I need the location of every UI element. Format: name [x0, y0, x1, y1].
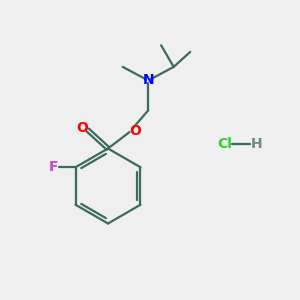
- Text: F: F: [49, 160, 59, 174]
- Text: H: H: [251, 137, 262, 151]
- Text: Cl: Cl: [218, 137, 232, 151]
- Text: O: O: [76, 121, 88, 134]
- Text: N: N: [142, 74, 154, 87]
- Text: O: O: [129, 124, 141, 137]
